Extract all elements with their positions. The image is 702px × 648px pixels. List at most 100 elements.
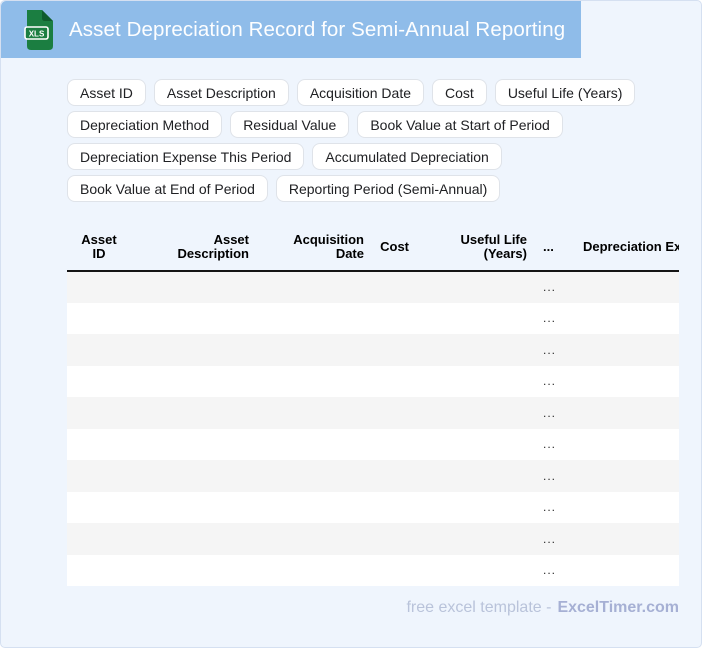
tag-depreciation-expense[interactable]: Depreciation Expense This Period <box>67 143 305 170</box>
cell <box>131 492 257 524</box>
tag-book-value-end[interactable]: Book Value at End of Period <box>67 175 268 202</box>
cell <box>131 334 257 366</box>
xls-file-icon: XLS <box>24 9 53 50</box>
cell <box>561 523 679 555</box>
col-header-cost: Cost <box>372 223 417 272</box>
tag-reporting-period[interactable]: Reporting Period (Semi-Annual) <box>275 175 501 202</box>
cell <box>131 555 257 587</box>
col-header-asset-description: Asset Description <box>131 223 257 272</box>
cell <box>257 429 372 461</box>
tag-acquisition-date[interactable]: Acquisition Date <box>296 79 425 106</box>
table-row: ... <box>67 365 679 398</box>
cell <box>372 429 417 461</box>
ellipsis-cell: ... <box>543 280 557 295</box>
table-row: ... <box>67 523 679 555</box>
cell <box>561 366 679 398</box>
cell <box>372 397 417 429</box>
cell <box>257 334 372 366</box>
col-header-ellipsis: ... <box>535 223 561 272</box>
cell <box>131 429 257 461</box>
cell <box>131 523 257 555</box>
footer-text: free excel template - <box>406 599 552 616</box>
cell <box>417 523 535 555</box>
cell <box>417 334 535 366</box>
cell <box>417 429 535 461</box>
col-header-acquisition-date: Acquisition Date <box>257 223 372 272</box>
cell <box>131 271 257 303</box>
chip-row: Book Value at End of Period Reporting Pe… <box>67 175 687 202</box>
xls-badge-label: XLS <box>29 29 45 38</box>
cell <box>67 334 131 366</box>
cell <box>67 460 131 492</box>
chip-row: Asset ID Asset Description Acquisition D… <box>67 79 687 106</box>
cell <box>372 334 417 366</box>
cell <box>561 429 679 461</box>
cell <box>372 523 417 555</box>
table-row: ... <box>67 397 679 429</box>
cell <box>372 460 417 492</box>
table-row: ... <box>67 428 679 461</box>
cell <box>417 366 535 398</box>
depreciation-table: Asset ID Asset Description Acquisition D… <box>67 223 679 586</box>
cell <box>561 492 679 524</box>
ellipsis-cell: ... <box>543 437 557 452</box>
cell <box>131 303 257 335</box>
cell <box>131 397 257 429</box>
ellipsis-cell: ... <box>543 342 557 357</box>
cell <box>67 492 131 524</box>
cell <box>67 523 131 555</box>
ellipsis-cell: ... <box>543 468 557 483</box>
cell <box>417 555 535 587</box>
table-row: ... <box>67 302 679 335</box>
cell <box>257 366 372 398</box>
ellipsis-cell: ... <box>543 311 557 326</box>
cell <box>67 397 131 429</box>
tag-cost[interactable]: Cost <box>432 79 487 106</box>
col-header-asset-id: Asset ID <box>67 223 131 272</box>
tag-asset-description[interactable]: Asset Description <box>153 79 289 106</box>
tag-accumulated-depreciation[interactable]: Accumulated Depreciation <box>312 143 502 170</box>
cell <box>561 303 679 335</box>
footer-brand-link[interactable]: ExcelTimer.com <box>557 599 679 616</box>
table-header-row: Asset ID Asset Description Acquisition D… <box>67 223 679 272</box>
footer: free excel template - ExcelTimer.com <box>406 599 679 617</box>
table-row: ... <box>67 554 679 587</box>
cell <box>131 460 257 492</box>
cell <box>561 271 679 303</box>
tag-residual-value[interactable]: Residual Value <box>230 111 350 138</box>
cell <box>561 397 679 429</box>
cell <box>257 303 372 335</box>
ellipsis-cell: ... <box>543 531 557 546</box>
cell <box>372 492 417 524</box>
cell <box>372 366 417 398</box>
tag-asset-id[interactable]: Asset ID <box>67 79 146 106</box>
cell <box>372 271 417 303</box>
tag-book-value-start[interactable]: Book Value at Start of Period <box>357 111 563 138</box>
tag-useful-life[interactable]: Useful Life (Years) <box>494 79 636 106</box>
ellipsis-cell: ... <box>543 500 557 515</box>
cell <box>257 523 372 555</box>
cell <box>417 492 535 524</box>
ellipsis-cell: ... <box>543 405 557 420</box>
cell <box>257 397 372 429</box>
cell <box>257 271 372 303</box>
table-preview: Asset ID Asset Description Acquisition D… <box>67 223 679 589</box>
tag-depreciation-method[interactable]: Depreciation Method <box>67 111 223 138</box>
cell <box>67 366 131 398</box>
ellipsis-cell: ... <box>543 374 557 389</box>
ellipsis-cell: ... <box>543 563 557 578</box>
cell <box>257 555 372 587</box>
page-title: Asset Depreciation Record for Semi-Annua… <box>69 17 566 41</box>
chip-row: Depreciation Expense This Period Accumul… <box>67 143 687 170</box>
cell <box>257 492 372 524</box>
cell <box>417 397 535 429</box>
table-row: ... <box>67 334 679 366</box>
header-bar: XLS Asset Depreciation Record for Semi-A… <box>1 1 581 58</box>
chip-row: Depreciation Method Residual Value Book … <box>67 111 687 138</box>
cell <box>417 460 535 492</box>
cell <box>561 460 679 492</box>
cell <box>561 555 679 587</box>
column-tags: Asset ID Asset Description Acquisition D… <box>67 79 687 207</box>
cell <box>561 334 679 366</box>
